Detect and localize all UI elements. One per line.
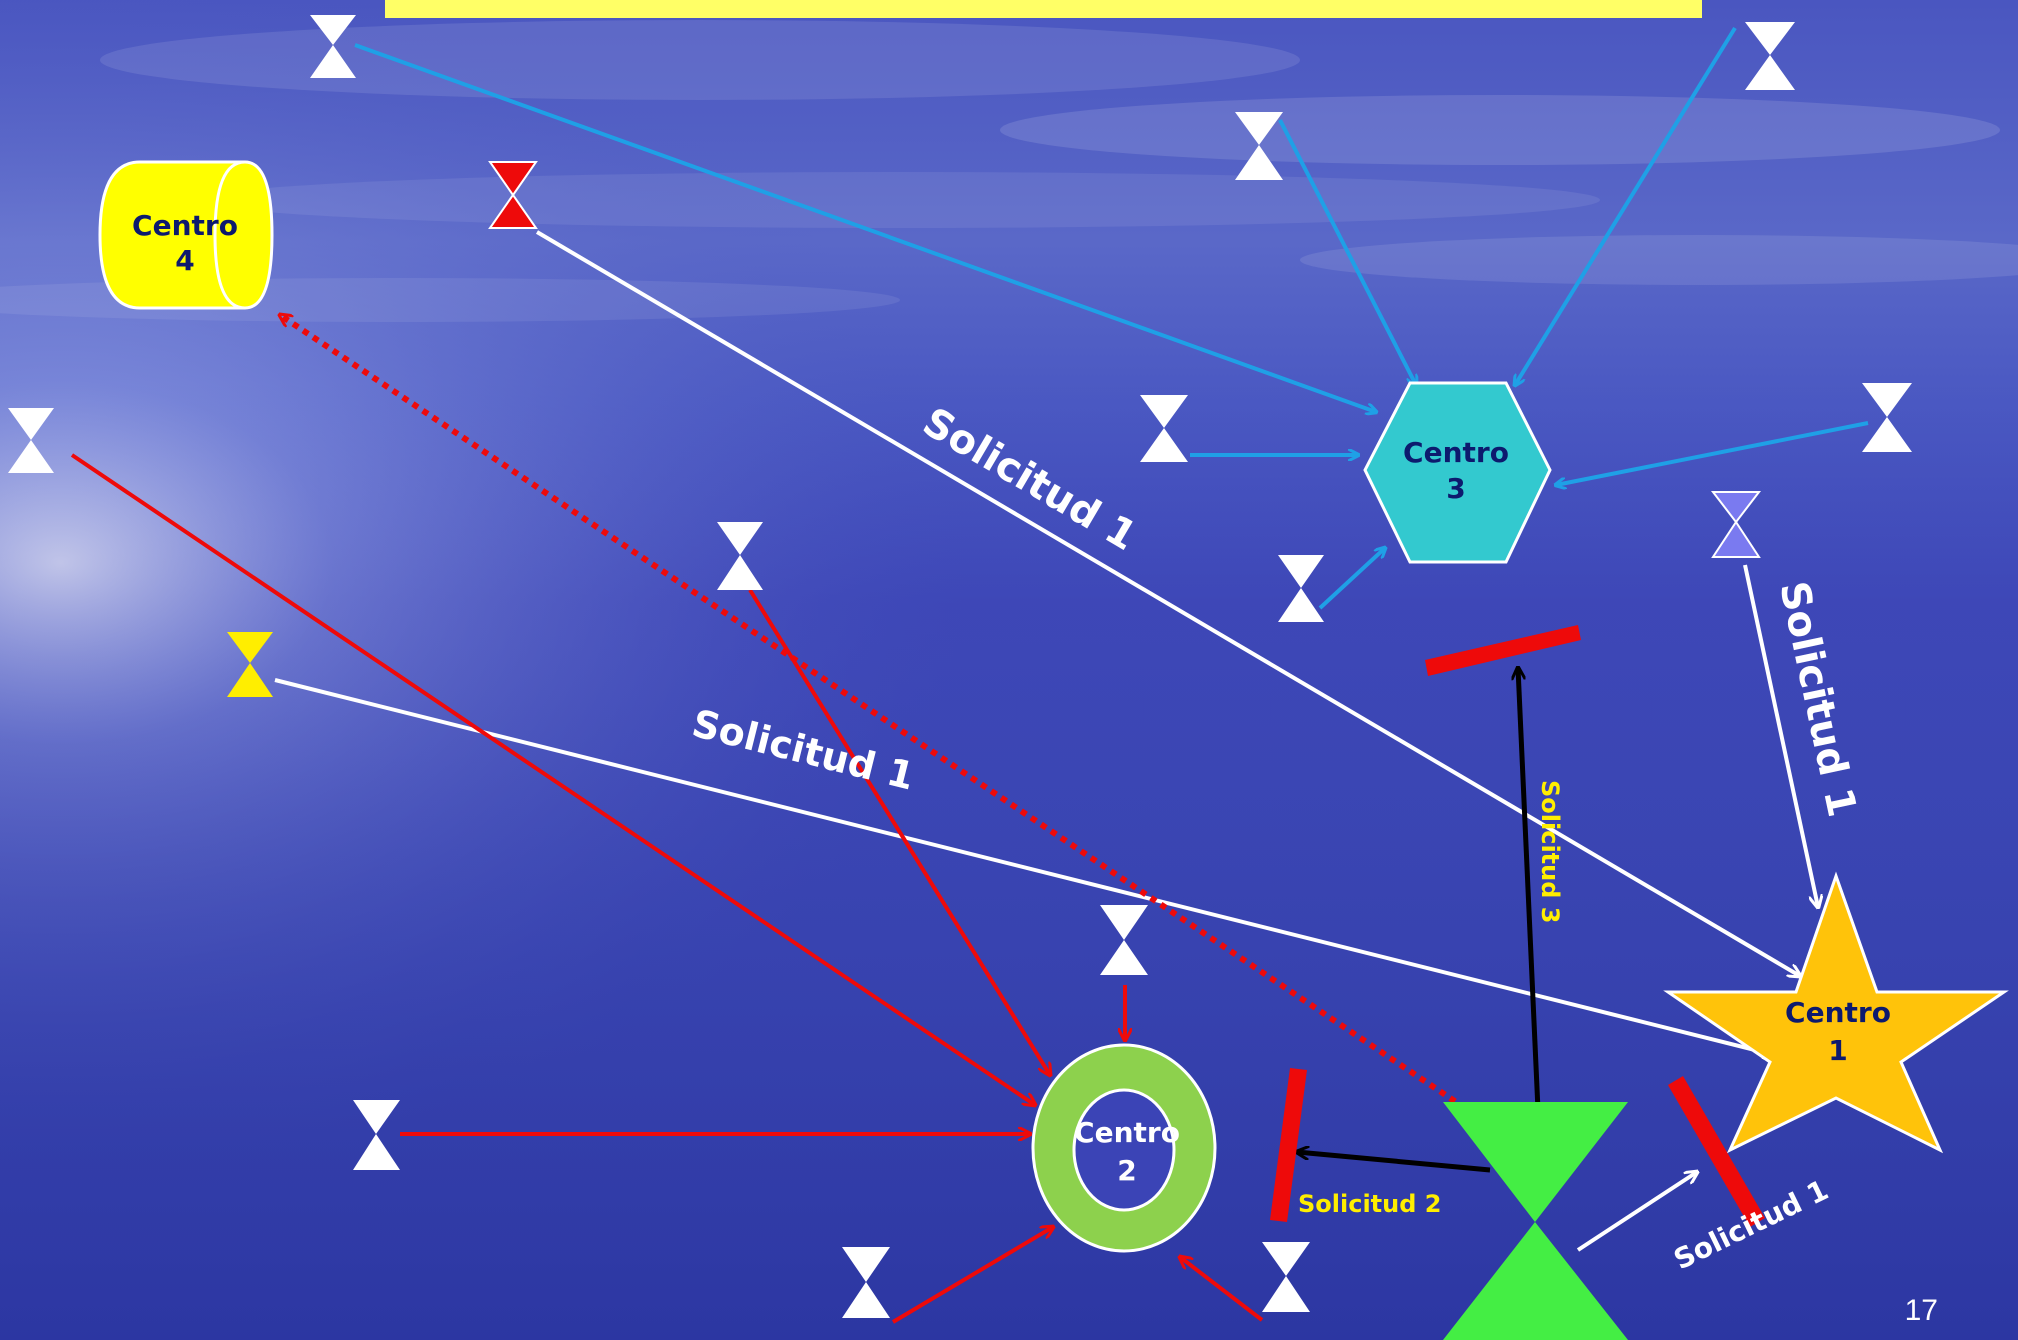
center-4-label-line2: 4 <box>175 244 194 277</box>
hourglass-nodes <box>8 15 1912 1340</box>
center-4: Centro 4 <box>98 160 274 310</box>
center-2: Centro 2 <box>1031 1043 1217 1253</box>
arrow-blue-3 <box>1515 26 1737 385</box>
arrow-red-5 <box>891 1227 1053 1324</box>
arrow-white-3 <box>1743 564 1818 907</box>
red-arrows <box>70 315 1467 1324</box>
arrow-red-2 <box>748 588 1050 1075</box>
arrow-blue-1 <box>354 43 1376 412</box>
arrow-black-up <box>1518 668 1541 1111</box>
center-1-label-line1: Centro <box>1785 996 1891 1029</box>
hourglass-icon <box>1100 905 1148 975</box>
label-solicitud-1-diagonal: Solicitud 1 <box>915 399 1144 560</box>
blue-arrows <box>354 26 1869 610</box>
arrow-black-left <box>1297 1152 1491 1173</box>
hourglass-icon <box>310 15 356 78</box>
center-2-label-line2: 2 <box>1117 1154 1136 1187</box>
arrow-blue-6 <box>1318 548 1385 610</box>
hourglass-icon <box>1235 112 1283 180</box>
black-arrows <box>1297 668 1541 1173</box>
center-1: Centro 1 <box>1663 871 2009 1154</box>
hourglass-icon <box>1745 22 1795 90</box>
arrow-blue-5 <box>1556 421 1869 485</box>
hourglass-icon <box>1862 383 1912 452</box>
hourglass-red-icon <box>488 161 538 229</box>
label-solicitud-1-middle: Solicitud 1 <box>688 701 919 799</box>
star-icon <box>1663 871 2009 1154</box>
arrow-white-1 <box>535 230 1800 976</box>
barrier-left <box>1270 1068 1307 1222</box>
label-solicitud-1-right: Solicitud 1 <box>1770 578 1865 821</box>
arrow-red-1 <box>70 453 1035 1105</box>
title-bar <box>385 0 1702 18</box>
center-2-label-line1: Centro <box>1074 1116 1180 1149</box>
barriers <box>1270 625 1765 1227</box>
hourglass-icon <box>353 1100 400 1170</box>
center-3-label-line1: Centro <box>1403 436 1509 469</box>
hourglass-icon <box>842 1247 890 1318</box>
white-arrows <box>274 230 1818 1252</box>
center-4-label-line1: Centro <box>132 209 238 242</box>
page-number: 17 <box>1904 1294 1938 1327</box>
arrow-white-4 <box>1576 1172 1697 1252</box>
arrow-white-2 <box>274 678 1775 1055</box>
hexagon-icon <box>1363 381 1552 564</box>
label-solicitud-1-bottom: Solicitud 1 <box>1669 1173 1834 1276</box>
barrier-top <box>1425 625 1581 676</box>
center-3-label-line2: 3 <box>1446 472 1465 505</box>
hourglass-icon <box>1140 395 1188 462</box>
arrow-blue-2 <box>1278 119 1416 385</box>
arrow-red-dotted <box>280 315 1467 1111</box>
hourglass-icon <box>1262 1242 1310 1312</box>
center-3: Centro 3 <box>1363 381 1552 564</box>
cylinder-icon <box>98 160 274 310</box>
hourglass-icon <box>1278 555 1324 622</box>
label-solicitud-2: Solicitud 2 <box>1298 1190 1441 1218</box>
hourglass-yellow-icon <box>227 632 273 697</box>
hourglass-icon <box>717 522 763 590</box>
hourglass-purple-icon <box>1710 491 1762 558</box>
center-1-label-line2: 1 <box>1828 1034 1847 1067</box>
label-solicitud-3: Solicitud 3 <box>1536 780 1564 923</box>
hourglass-icon <box>8 408 54 473</box>
hourglass-green-big-icon <box>1443 1102 1628 1340</box>
arrow-red-6 <box>1180 1257 1264 1322</box>
barrier-right <box>1668 1076 1765 1227</box>
